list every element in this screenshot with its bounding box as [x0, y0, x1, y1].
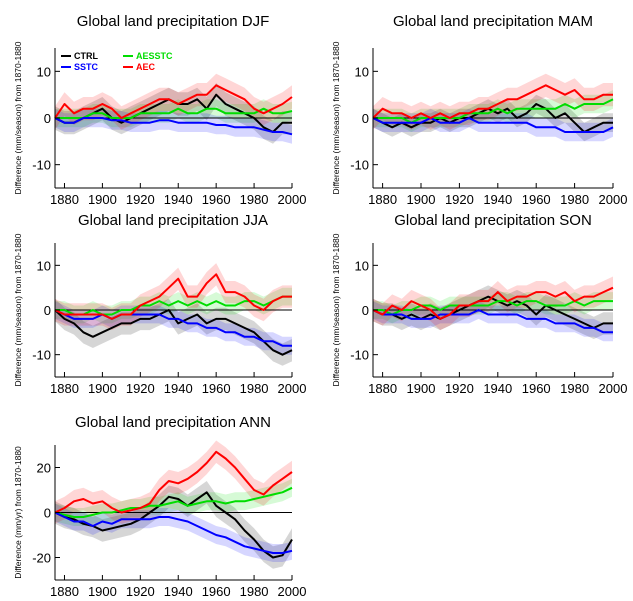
series-line-aesstc: [55, 107, 293, 119]
x-tick-label: 1940: [483, 192, 512, 207]
chart-ann: Global land precipitation ANN Difference …: [13, 414, 306, 599]
x-tick-label: 1980: [560, 192, 589, 207]
chart-mam: Global land precipitation MAM Difference …: [331, 13, 627, 207]
panel-title-mam: Global land precipitation MAM: [393, 13, 593, 30]
x-tick-label: 1880: [50, 192, 79, 207]
y-tick-label: -10: [32, 348, 51, 363]
y-tick-label: -10: [32, 158, 51, 173]
x-tick-label: 1880: [50, 584, 79, 599]
series-line-ctrl: [54, 309, 293, 356]
y-tick-label: -10: [350, 348, 369, 363]
x-tick-label: 1980: [240, 584, 269, 599]
y-tick-label: 10: [37, 258, 51, 273]
x-tick-label: 2000: [278, 192, 307, 207]
x-tick-label: 1940: [164, 584, 193, 599]
x-tick-label: 2000: [599, 192, 628, 207]
x-tick-label: 1900: [88, 192, 117, 207]
panel-title-ann: Global land precipitation ANN: [75, 414, 271, 431]
x-tick-label: 1880: [50, 381, 79, 396]
x-tick-label: 1980: [240, 192, 269, 207]
y-axis-label: Difference (mm/season) from 1870-1880: [13, 233, 23, 386]
uncertainty-band-aec: [373, 73, 613, 130]
series-line-ctrl: [54, 491, 293, 559]
series-line-aec: [372, 286, 614, 320]
y-axis-label: Difference (mm/season) from 1870-1880: [13, 41, 23, 194]
legend: CTRL AESSTC SSTC AEC: [61, 51, 173, 72]
y-tick-label: 10: [37, 64, 51, 79]
y-axis-label: Difference (mm/yr) from 1870-1880: [13, 446, 23, 579]
x-tick-label: 1900: [407, 192, 436, 207]
panel-title-son: Global land precipitation SON: [394, 212, 592, 229]
y-tick-label: 10: [355, 258, 369, 273]
panel-title-jja: Global land precipitation JJA: [78, 212, 268, 229]
x-tick-label: 1880: [368, 381, 397, 396]
x-tick-label: 1920: [445, 192, 474, 207]
series-line-aec: [54, 450, 293, 514]
x-tick-label: 1920: [126, 192, 155, 207]
x-tick-label: 2000: [278, 381, 307, 396]
y-tick-label: 0: [362, 111, 369, 126]
y-tick-label: 10: [355, 64, 369, 79]
x-tick-label: 1940: [164, 381, 193, 396]
y-tick-label: 0: [44, 111, 51, 126]
series-line-aec: [372, 84, 613, 119]
x-tick-label: 1920: [445, 381, 474, 396]
x-tick-label: 1960: [202, 584, 231, 599]
series-line-sstc: [54, 117, 293, 136]
x-tick-label: 1920: [126, 584, 155, 599]
x-tick-label: 1960: [202, 381, 231, 396]
panel-title-djf: Global land precipitation DJF: [77, 13, 270, 30]
x-tick-label: 1960: [522, 381, 551, 396]
y-tick-label: 0: [44, 506, 51, 521]
y-axis-label: Difference (mm/season) from 1870-1880: [331, 41, 341, 194]
series-line-aesstc: [373, 300, 613, 316]
x-tick-label: 1960: [202, 192, 231, 207]
legend-label-aesstc: AESSTC: [136, 51, 173, 61]
y-tick-label: -20: [32, 551, 51, 566]
legend-label-ctrl: CTRL: [74, 51, 98, 61]
x-tick-label: 1940: [164, 192, 193, 207]
uncertainty-band-ctrl: [373, 285, 613, 339]
chart-jja: Global land precipitation JJA Difference …: [13, 212, 306, 396]
x-tick-label: 1940: [483, 381, 512, 396]
x-tick-label: 1980: [560, 381, 589, 396]
x-tick-label: 2000: [278, 584, 307, 599]
series-line-aec: [54, 273, 292, 320]
series-line-aesstc: [55, 295, 292, 316]
chart-son: Global land precipitation SON Difference …: [331, 212, 627, 396]
series-line-ctrl: [372, 295, 613, 329]
y-tick-label: -10: [350, 158, 369, 173]
series-line-sstc: [372, 309, 613, 334]
x-tick-label: 1880: [368, 192, 397, 207]
uncertainty-band-ctrl: [55, 298, 292, 366]
x-tick-label: 1900: [88, 381, 117, 396]
x-tick-label: 1960: [522, 192, 551, 207]
chart-djf: Global land precipitation DJF Difference …: [13, 13, 306, 207]
x-tick-label: 1920: [126, 381, 155, 396]
x-tick-label: 1900: [407, 381, 436, 396]
x-tick-label: 1980: [240, 381, 269, 396]
series-line-aesstc: [54, 486, 293, 518]
y-tick-label: 0: [44, 303, 51, 318]
legend-label-aec: AEC: [136, 62, 156, 72]
series-line-sstc: [54, 511, 293, 554]
series-line-sstc: [54, 309, 292, 347]
uncertainty-band-ctrl: [55, 83, 292, 144]
y-tick-label: 0: [362, 303, 369, 318]
series-line-sstc: [372, 117, 614, 133]
x-tick-label: 1900: [88, 584, 117, 599]
uncertainty-band-sstc: [55, 503, 292, 562]
x-tick-label: 2000: [599, 381, 628, 396]
legend-label-sstc: SSTC: [74, 62, 99, 72]
y-axis-label: Difference (mm/season) from 1870-1880: [331, 233, 341, 386]
uncertainty-band-sstc: [55, 301, 292, 355]
series-line-aec: [54, 84, 293, 119]
y-tick-label: 20: [37, 461, 51, 476]
